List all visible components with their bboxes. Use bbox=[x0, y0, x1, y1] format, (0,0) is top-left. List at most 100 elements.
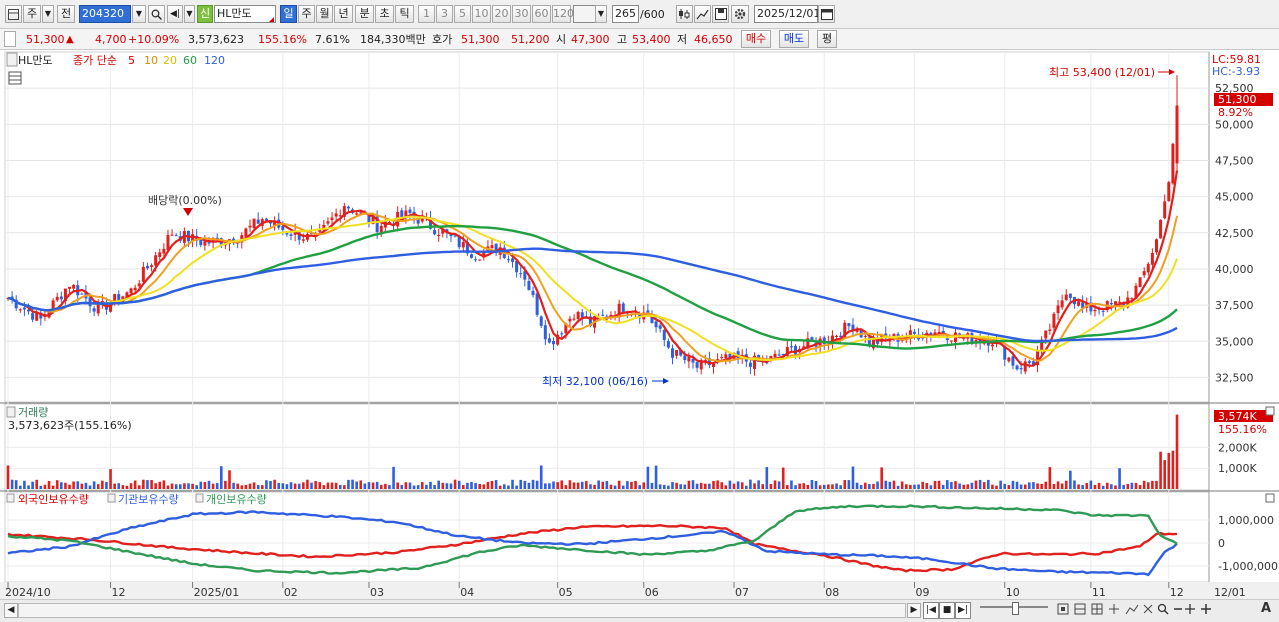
sell-button[interactable]: 매도 bbox=[779, 30, 809, 48]
interval-3[interactable]: 3 bbox=[436, 5, 453, 23]
candle-type-icon[interactable] bbox=[676, 5, 693, 23]
grid-icon[interactable] bbox=[1091, 603, 1103, 615]
volume-bar bbox=[137, 485, 141, 489]
drawing-tool-icon[interactable] bbox=[694, 5, 711, 23]
volume-bar bbox=[47, 481, 51, 489]
candle-body bbox=[162, 248, 166, 254]
sound-dropdown-icon[interactable]: ▼ bbox=[184, 5, 195, 23]
volume-panel-close-icon[interactable] bbox=[1265, 406, 1275, 416]
sound-icon[interactable]: ◀| bbox=[167, 5, 183, 23]
stock-code-input[interactable]: 204320 bbox=[79, 5, 131, 23]
candle-body bbox=[387, 221, 391, 223]
interval-30[interactable]: 30 bbox=[512, 5, 531, 23]
interval-5[interactable]: 5 bbox=[454, 5, 471, 23]
move-icon[interactable] bbox=[1185, 604, 1195, 614]
candle-body bbox=[1015, 365, 1019, 370]
volume-bar bbox=[556, 482, 559, 489]
candle-body bbox=[1159, 219, 1163, 239]
holdings-menu-icon[interactable] bbox=[6, 493, 15, 503]
chevron-down-icon[interactable]: ▼ bbox=[42, 5, 54, 23]
x-tick-label: 09 bbox=[915, 586, 929, 599]
scroll-right-icon[interactable]: ▶ bbox=[907, 603, 921, 618]
volume-bar bbox=[662, 484, 666, 489]
volume-bar bbox=[146, 480, 149, 489]
candle-body bbox=[802, 346, 806, 349]
volume-bar bbox=[1105, 482, 1109, 489]
scroll-left-icon[interactable]: ◀ bbox=[4, 603, 18, 618]
font-size-toggle[interactable]: A bbox=[1261, 601, 1272, 616]
holdings-menu-icon[interactable] bbox=[195, 493, 204, 503]
split-icon[interactable] bbox=[1074, 603, 1086, 615]
average-button[interactable]: 평 bbox=[817, 30, 837, 48]
panel-menu-icon[interactable] bbox=[6, 52, 18, 67]
period-line-icon[interactable] bbox=[1143, 604, 1153, 614]
period-year[interactable]: 년 bbox=[334, 5, 353, 23]
data-table-icon[interactable] bbox=[8, 71, 22, 85]
interval-120[interactable]: 120 bbox=[552, 5, 574, 23]
quote-expand-icon[interactable] bbox=[4, 31, 16, 47]
period-minute[interactable]: 분 bbox=[355, 5, 374, 23]
interval-10[interactable]: 10 bbox=[472, 5, 491, 23]
prev-button[interactable]: 전 bbox=[57, 5, 75, 23]
date-input[interactable]: 2025/12/01 bbox=[754, 5, 820, 23]
volume-bar bbox=[539, 465, 543, 489]
period-tick[interactable]: 틱 bbox=[395, 5, 414, 23]
candle-body bbox=[141, 266, 145, 282]
first-page-icon[interactable]: |◀ bbox=[923, 602, 939, 619]
holdings-panel bbox=[4, 491, 1210, 583]
period-day[interactable]: 일 bbox=[280, 5, 297, 23]
count-input[interactable]: 265 bbox=[612, 5, 639, 23]
stock-name-field[interactable]: HL만도 bbox=[214, 5, 276, 23]
market-select[interactable]: 주 bbox=[23, 5, 41, 23]
interval-60[interactable]: 60 bbox=[532, 5, 551, 23]
stop-icon[interactable]: ■ bbox=[939, 602, 955, 619]
volume-bar bbox=[884, 480, 888, 489]
buy-button[interactable]: 매수 bbox=[741, 30, 771, 48]
volume-bar bbox=[1155, 480, 1158, 489]
search-icon[interactable] bbox=[148, 5, 165, 23]
volume-bar bbox=[343, 485, 346, 489]
holdings-menu-icon[interactable] bbox=[107, 493, 116, 503]
volume-bar bbox=[433, 485, 436, 489]
interval-dropdown-icon[interactable]: ▼ bbox=[595, 5, 607, 23]
candle-body bbox=[379, 225, 383, 233]
candle-body bbox=[785, 347, 789, 356]
magnifier-icon[interactable] bbox=[1157, 603, 1169, 615]
volume-bar bbox=[855, 482, 859, 489]
volume-bar bbox=[187, 483, 190, 489]
fit-icon[interactable] bbox=[1057, 603, 1069, 615]
save-icon[interactable] bbox=[712, 5, 729, 23]
period-week[interactable]: 주 bbox=[298, 5, 315, 23]
candle-body bbox=[1175, 105, 1179, 164]
volume-bar bbox=[133, 480, 137, 489]
code-dropdown-icon[interactable]: ▼ bbox=[132, 5, 146, 23]
trend-line-icon[interactable] bbox=[1125, 604, 1139, 615]
candle-body bbox=[117, 294, 121, 302]
volume-menu-icon[interactable] bbox=[6, 406, 16, 418]
holdings-panel-close-icon[interactable] bbox=[1265, 493, 1275, 503]
period-month[interactable]: 월 bbox=[316, 5, 333, 23]
last-page-icon[interactable]: ▶| bbox=[955, 602, 971, 619]
interval-20[interactable]: 20 bbox=[492, 5, 511, 23]
candle-body bbox=[63, 288, 67, 302]
zoom-slider-handle[interactable] bbox=[1012, 602, 1019, 615]
zoom-in-icon[interactable] bbox=[1201, 604, 1211, 614]
volume-bar bbox=[256, 485, 260, 489]
price-panel-title: HL만도 bbox=[18, 54, 53, 67]
candle-body bbox=[145, 265, 149, 269]
gear-icon[interactable] bbox=[731, 5, 749, 23]
price-tick-label: 40,000 bbox=[1215, 263, 1254, 276]
horizontal-scrollbar[interactable] bbox=[18, 603, 906, 618]
period-second[interactable]: 초 bbox=[375, 5, 394, 23]
calendar-icon[interactable] bbox=[818, 5, 835, 23]
crosshair-icon[interactable] bbox=[1109, 604, 1119, 614]
volume-bar bbox=[51, 485, 55, 489]
layout-icon[interactable] bbox=[5, 5, 22, 23]
volume-bar bbox=[736, 481, 740, 489]
volume-bar bbox=[174, 484, 178, 489]
candle-body bbox=[22, 307, 26, 310]
interval-1[interactable]: 1 bbox=[418, 5, 435, 23]
candle-body bbox=[1118, 301, 1122, 303]
volume-bar bbox=[978, 479, 982, 489]
volume-bar bbox=[166, 485, 170, 489]
